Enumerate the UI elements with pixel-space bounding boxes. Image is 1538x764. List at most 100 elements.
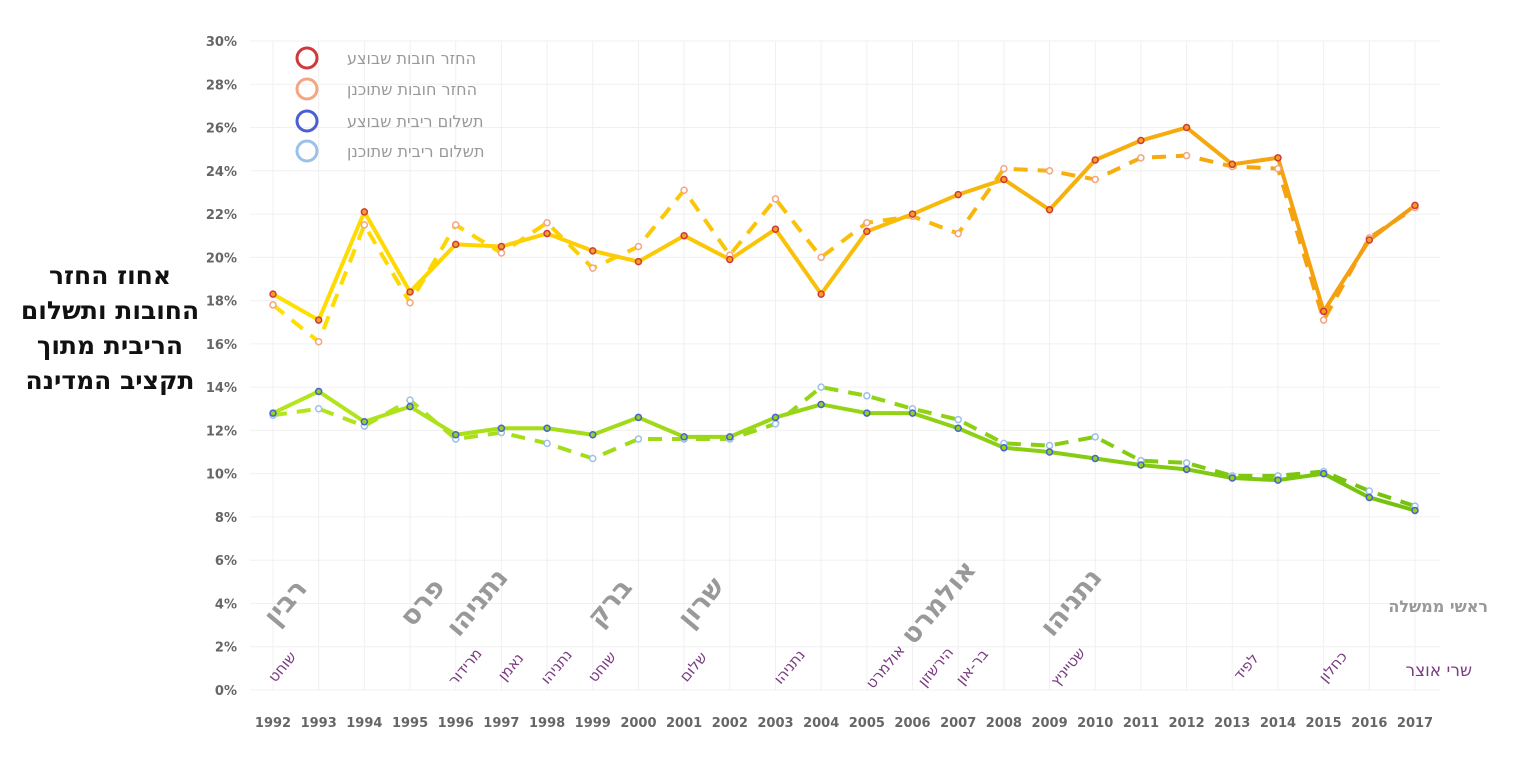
data-point <box>1091 175 1099 184</box>
data-point <box>1045 205 1054 214</box>
x-tick-label: 2007 <box>940 716 976 731</box>
finance-minister-label: נאמן <box>494 649 527 684</box>
grid <box>250 40 1440 691</box>
data-point <box>1182 151 1191 160</box>
prime-minister-label: ברק <box>581 572 639 632</box>
y-tick-label: 4% <box>215 597 237 612</box>
data-point <box>1274 476 1282 484</box>
x-tick-label: 2015 <box>1306 716 1342 731</box>
y-axis-title: אחוז החזר החובות ותשלום הריבית מתוך תקצי… <box>20 261 200 395</box>
data-point <box>771 420 780 428</box>
data-point <box>634 413 643 422</box>
data-point <box>360 208 369 216</box>
data-point <box>406 396 414 404</box>
data-point <box>908 409 917 417</box>
data-point <box>1365 487 1374 495</box>
data-point <box>817 400 825 409</box>
data-point <box>451 221 460 229</box>
data-point <box>771 413 780 422</box>
prime-minister-label: שרון <box>672 571 732 634</box>
finance-minister-label: אולמרט <box>862 641 909 692</box>
data-point <box>771 195 780 203</box>
data-point <box>726 255 734 264</box>
y-tick-label: 28% <box>206 78 237 93</box>
x-tick-label: 2017 <box>1397 716 1433 731</box>
series-line-1 <box>271 153 1417 344</box>
y-tick-label: 10% <box>206 468 237 483</box>
data-point <box>1091 156 1099 164</box>
data-point <box>634 257 643 266</box>
legend-label: תשלום ריבית שבוצע <box>347 112 484 131</box>
data-point <box>680 186 688 195</box>
data-point <box>451 240 460 249</box>
data-point <box>269 409 277 417</box>
data-point <box>1319 307 1328 316</box>
data-point <box>1411 506 1419 515</box>
data-point <box>1182 465 1191 474</box>
x-tick-label: 2016 <box>1351 716 1387 731</box>
data-point <box>543 439 551 448</box>
y-tick-label: 0% <box>215 684 237 699</box>
x-tick-label: 1994 <box>346 716 382 731</box>
x-axis: 1992 1993 1994 1995 1996 1997 1998 1999 2000 2001… <box>255 716 1433 731</box>
data-point <box>589 454 597 463</box>
data-point <box>497 242 506 251</box>
data-point <box>360 221 369 229</box>
x-tick-label: 1993 <box>301 716 337 731</box>
data-point <box>1228 160 1237 169</box>
data-point <box>1182 123 1191 132</box>
data-point <box>543 229 551 238</box>
y-tick-label: 20% <box>206 251 237 266</box>
legend: החזר חובות שבוצע החזר חובות שתוכנן תשלום ר… <box>285 46 484 163</box>
data-point <box>1045 441 1054 450</box>
data-point <box>497 249 506 257</box>
data-point <box>314 316 323 324</box>
y-tick-label: 22% <box>206 208 237 223</box>
data-point <box>817 383 825 391</box>
data-point <box>1411 201 1419 210</box>
data-point <box>1365 236 1374 244</box>
legend-marker <box>295 77 319 101</box>
data-point <box>314 387 323 396</box>
x-tick-label: 1995 <box>392 716 428 731</box>
finance-minister-label: הירשזון <box>914 644 957 691</box>
legend-label: תשלום ריבית שתוכנן <box>347 142 484 161</box>
data-point <box>1000 175 1008 184</box>
y-tick-label: 14% <box>206 381 237 396</box>
x-tick-label: 2003 <box>757 716 793 731</box>
x-tick-label: 2005 <box>849 716 885 731</box>
prime-ministers-row-label: ראשי ממשלה <box>1388 597 1488 616</box>
data-point <box>863 218 871 227</box>
x-tick-label: 2008 <box>986 716 1022 731</box>
data-point <box>1137 461 1145 469</box>
data-point <box>497 424 506 432</box>
x-tick-label: 2001 <box>666 716 702 731</box>
x-tick-label: 2004 <box>803 716 839 731</box>
x-tick-label: 1998 <box>529 716 565 731</box>
x-tick-label: 2000 <box>620 716 656 731</box>
finance-minister-label: כחלון <box>1315 648 1351 686</box>
x-tick-label: 1999 <box>575 716 611 731</box>
data-point <box>680 231 688 240</box>
x-tick-label: 1997 <box>483 716 519 731</box>
data-point <box>543 218 551 227</box>
data-point <box>543 424 551 432</box>
finance-ministers-row-label: שרי אוצר <box>1405 661 1472 681</box>
y-axis: 0% 2% 4% 6% 8% 10% 12% 14% 16% 18% 20% 22% 24% 26% 28%… <box>206 35 237 699</box>
data-point <box>1000 443 1008 452</box>
y-tick-label: 16% <box>206 338 237 353</box>
prime-minister-label: נתניהו <box>440 562 514 642</box>
legend-marker <box>295 46 319 70</box>
data-point <box>817 290 825 298</box>
data-point <box>1091 433 1099 441</box>
x-tick-label: 1992 <box>255 716 291 731</box>
legend-label: החזר חובות שבוצע <box>347 49 476 68</box>
finance-minister-label: שוחט <box>264 648 300 686</box>
data-point <box>1045 448 1054 456</box>
x-tick-label: 2009 <box>1031 716 1067 731</box>
series-line-2 <box>272 389 1416 513</box>
data-point <box>314 405 323 413</box>
x-tick-label: 2014 <box>1260 716 1296 731</box>
x-tick-label: 2006 <box>894 716 930 731</box>
